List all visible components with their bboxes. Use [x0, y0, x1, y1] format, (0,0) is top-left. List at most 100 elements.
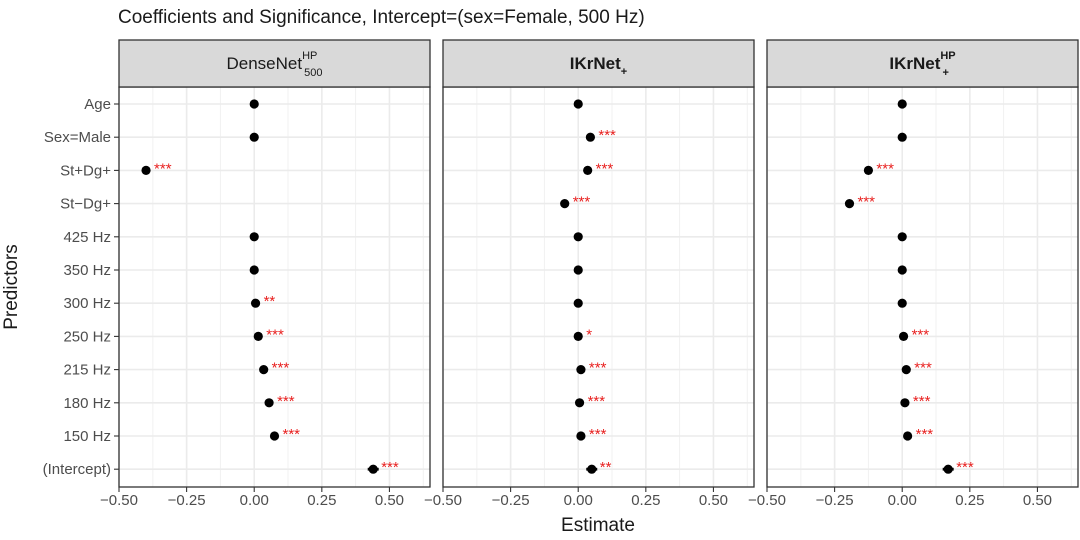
- data-point: [249, 265, 259, 275]
- significance-label: ***: [914, 360, 932, 377]
- x-tick-label: −0.25: [168, 492, 206, 509]
- data-point: [141, 165, 151, 175]
- y-tick-label: 425 Hz: [63, 229, 111, 246]
- data-point: [573, 99, 583, 109]
- x-tick-label: 0.25: [631, 492, 660, 509]
- data-point: [863, 165, 874, 175]
- facet-strip: [766, 39, 1079, 88]
- panel-background: [443, 87, 754, 487]
- significance-label: ***: [913, 393, 931, 410]
- data-point: [897, 132, 907, 142]
- significance-label: ***: [277, 393, 295, 410]
- data-point: [943, 464, 953, 474]
- data-point: [368, 464, 378, 474]
- significance-label: ***: [588, 393, 606, 410]
- x-tick-label: −0.25: [816, 492, 854, 509]
- significance-label: ***: [573, 194, 591, 211]
- data-point: [250, 298, 261, 308]
- data-point: [573, 265, 583, 275]
- y-tick-label: 150 Hz: [63, 428, 111, 445]
- y-tick-label: Age: [84, 96, 111, 113]
- facet-panel: *********************IKrNetHP +−0.50 −0.25…: [748, 39, 1079, 509]
- facet-strip: [442, 39, 755, 88]
- x-tick-label: 0.50: [375, 492, 404, 509]
- y-axis-title: Predictors: [1, 244, 22, 330]
- data-point: [583, 165, 593, 175]
- data-point: [585, 132, 595, 142]
- x-tick-label: 0.25: [955, 492, 984, 509]
- data-point: [897, 298, 907, 308]
- significance-label: ***: [589, 426, 607, 443]
- data-point: [574, 398, 585, 408]
- significance-label: ***: [916, 426, 934, 443]
- significance-label: ***: [598, 127, 616, 144]
- data-point: [560, 199, 570, 209]
- data-point: [844, 199, 855, 209]
- significance-label: ***: [381, 459, 399, 476]
- significance-label: ***: [283, 426, 301, 443]
- y-tick-label: St+Dg+: [60, 162, 111, 179]
- facet-title: IKrNet+: [570, 54, 627, 78]
- y-tick-label: 180 Hz: [63, 395, 111, 412]
- y-tick-label: 350 Hz: [63, 262, 111, 279]
- data-point: [587, 464, 597, 474]
- data-point: [269, 431, 280, 441]
- significance-label: ***: [912, 326, 930, 343]
- x-tick-label: 0.50: [1023, 492, 1052, 509]
- y-tick-label: 250 Hz: [63, 328, 111, 345]
- y-tick-label: Sex=Male: [44, 129, 111, 146]
- data-point: [900, 398, 910, 408]
- significance-label: ***: [272, 360, 290, 377]
- data-point: [897, 232, 907, 242]
- significance-label: ***: [956, 459, 974, 476]
- significance-label: **: [600, 459, 612, 476]
- data-point: [249, 132, 259, 142]
- facet-strip: [118, 39, 431, 88]
- significance-label: ***: [596, 160, 614, 177]
- data-point: [253, 331, 263, 341]
- significance-label: **: [264, 293, 276, 310]
- data-point: [573, 298, 583, 308]
- y-tick-label: 300 Hz: [63, 295, 111, 312]
- panel-background: [767, 87, 1078, 487]
- chart-title: Coefficients and Significance, Intercept…: [118, 7, 645, 28]
- data-point: [259, 365, 269, 375]
- data-point: [576, 431, 586, 441]
- x-tick-label: 0.25: [307, 492, 336, 509]
- significance-label: ***: [857, 194, 875, 211]
- facet-panel: *********************IKrNet+−0.50 −0.25 0.…: [424, 39, 755, 509]
- significance-label: ***: [154, 160, 172, 177]
- x-tick-label: 0.00: [564, 492, 593, 509]
- significance-label: ***: [589, 360, 607, 377]
- data-point: [573, 331, 583, 341]
- data-point: [897, 265, 907, 275]
- data-point: [903, 431, 913, 441]
- x-tick-label: 0.00: [240, 492, 269, 509]
- y-tick-label: (Intercept): [43, 461, 111, 478]
- data-point: [249, 99, 259, 109]
- y-tick-label: 215 Hz: [63, 362, 111, 379]
- data-point: [249, 232, 259, 242]
- significance-label: *: [586, 326, 592, 343]
- x-tick-label: −0.50: [424, 492, 462, 509]
- x-tick-label: −0.25: [492, 492, 530, 509]
- panel-background: [119, 87, 430, 487]
- significance-label: ***: [266, 326, 284, 343]
- facet-title: IKrNetHP +: [889, 50, 955, 79]
- y-tick-label: St−Dg+: [60, 196, 111, 213]
- facet-panel: ********************DenseNetHP 500−0.50 −0…: [100, 39, 431, 509]
- data-point: [573, 232, 583, 242]
- data-point: [264, 398, 274, 408]
- x-tick-label: −0.50: [100, 492, 138, 509]
- x-tick-label: 0.00: [888, 492, 917, 509]
- significance-label: ***: [876, 160, 894, 177]
- x-axis-title: Estimate: [561, 515, 635, 536]
- x-tick-label: −0.50: [748, 492, 786, 509]
- data-point: [901, 365, 911, 375]
- data-point: [898, 331, 909, 341]
- facet-title: DenseNetHP 500: [226, 50, 322, 79]
- data-point: [576, 365, 586, 375]
- data-point: [897, 99, 907, 109]
- x-tick-label: 0.50: [699, 492, 728, 509]
